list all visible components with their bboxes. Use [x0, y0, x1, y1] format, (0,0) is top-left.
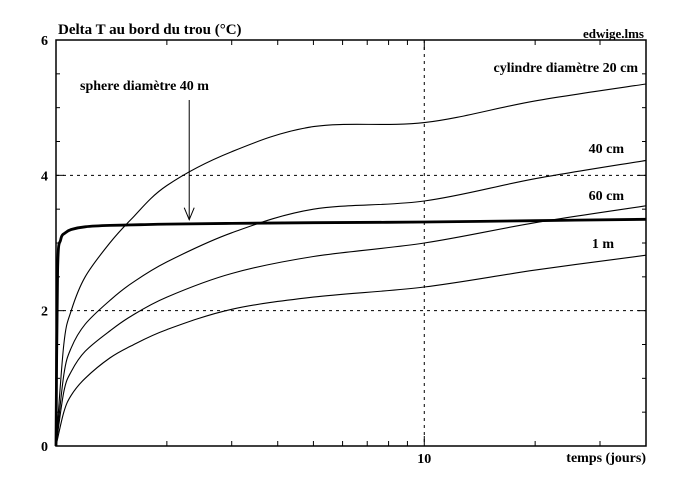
data-series: [54, 83, 647, 447]
series-label: cylindre diamètre 20 cm: [493, 61, 638, 76]
y-tick-label: 2: [41, 305, 48, 320]
series-line-2: [55, 83, 647, 447]
series-line-5: [55, 254, 647, 447]
series-label: 40 cm: [589, 142, 625, 157]
series-labels: cylindre diamètre 20 cm 40 cm 60 cm 1 m: [493, 61, 638, 252]
x-tick-label: 10: [417, 452, 431, 467]
series-line-3: [55, 159, 647, 447]
series-label: 1 m: [592, 237, 615, 252]
annotation: sphere diamètre 40 m: [80, 79, 209, 221]
annotation-arrow-head: [183, 207, 195, 221]
series-line-4: [55, 205, 647, 447]
grid: [56, 40, 646, 446]
x-axis-label: temps (jours): [566, 451, 646, 466]
y-tick-label: 0: [41, 440, 48, 455]
series-label: 60 cm: [589, 189, 625, 204]
series-line-1: [54, 217, 647, 447]
tick-labels: 0 2 4 6 10: [41, 34, 431, 467]
source-label: edwige.lms: [583, 26, 644, 41]
annotation-label: sphere diamètre 40 m: [80, 79, 209, 94]
plot-frame: [55, 39, 647, 447]
y-tick-label: 4: [41, 169, 48, 184]
chart-title: Delta T au bord du trou (°C): [58, 22, 242, 38]
axis-ticks: [56, 39, 647, 447]
y-tick-label: 6: [41, 34, 48, 49]
